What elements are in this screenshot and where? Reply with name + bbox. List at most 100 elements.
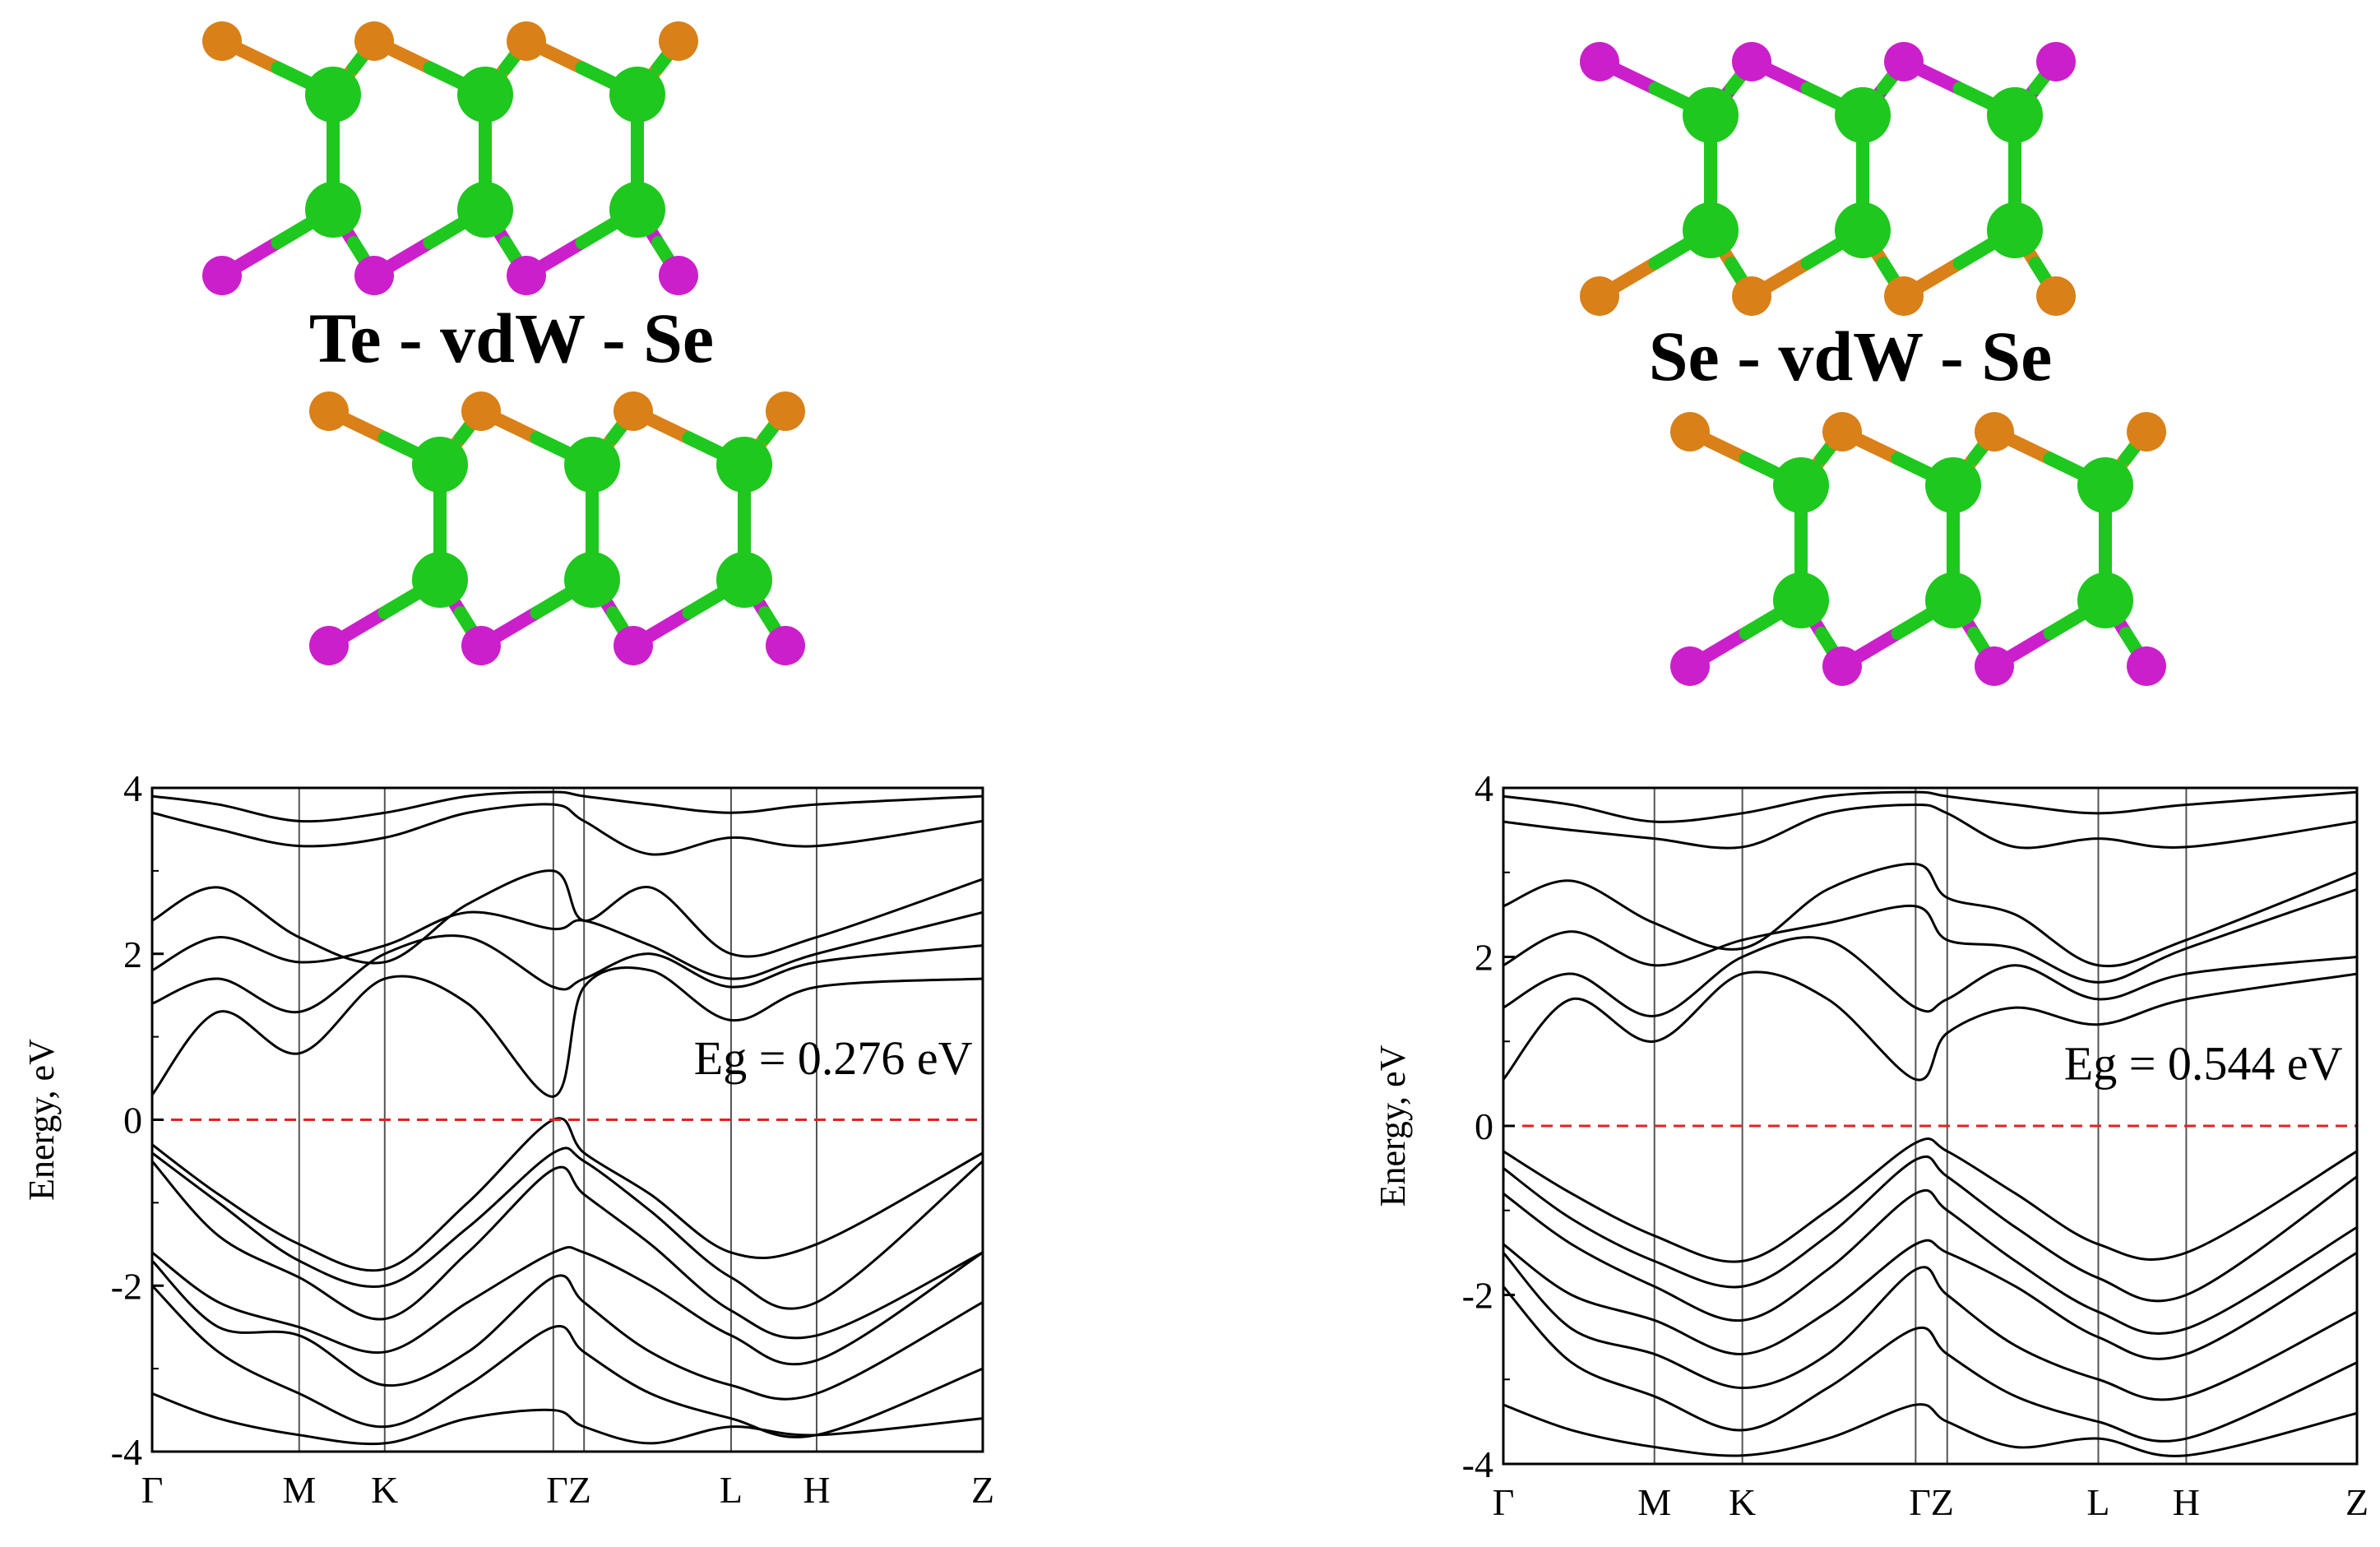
- atom-lower: [309, 626, 349, 665]
- atom-upper: [1580, 42, 1619, 81]
- atom-upper: [1732, 42, 1771, 81]
- band-line-3: [152, 869, 983, 965]
- band-line-10: [152, 1259, 983, 1401]
- atom-metal: [1683, 87, 1739, 143]
- band-line-12: [1503, 1403, 2357, 1457]
- atom-metal: [412, 437, 468, 493]
- bands: [152, 790, 983, 1446]
- atom-lower: [1580, 276, 1619, 316]
- band-line-7: [1503, 1155, 2357, 1303]
- y-tick-label: 2: [1475, 937, 1493, 979]
- atom-metal: [1925, 457, 1981, 513]
- atom-metal: [2077, 457, 2133, 513]
- atom-upper: [614, 391, 653, 431]
- structure-label-te-vdw-se: Te - vdW - Se: [309, 299, 714, 377]
- band-line-1: [1503, 936, 2357, 1017]
- atom-metal: [457, 67, 513, 123]
- atom-upper: [1975, 412, 2014, 452]
- atom-metal: [609, 182, 665, 238]
- atom-upper: [461, 391, 501, 431]
- band-line-5: [152, 790, 983, 823]
- atom-upper: [507, 21, 546, 61]
- atom-metal: [1835, 202, 1891, 258]
- bandgap-annotation: Eg = 0.276 eV: [694, 1031, 973, 1085]
- y-axis-label: Energy, eV: [1373, 1044, 1413, 1207]
- y-tick-label: -4: [1462, 1443, 1493, 1485]
- band-line-4: [152, 803, 983, 856]
- atom-metal: [716, 437, 772, 493]
- molecule-layer-top-right: [1580, 42, 2076, 316]
- band-line-9: [152, 1246, 983, 1366]
- x-kpoint-label: L: [720, 1469, 743, 1511]
- band-line-8: [152, 1160, 983, 1340]
- x-kpoint-label: K: [1729, 1481, 1756, 1523]
- atom-upper: [659, 21, 698, 61]
- atom-metal: [412, 552, 468, 608]
- atom-lower: [1975, 646, 2014, 686]
- atom-lower: [1670, 646, 1710, 686]
- bands: [1503, 790, 2357, 1457]
- atom-upper: [1822, 412, 1862, 452]
- atom-metal: [305, 182, 361, 238]
- atom-upper: [2036, 42, 2076, 81]
- y-tick-label: 0: [1475, 1105, 1493, 1147]
- atom-lower: [461, 626, 501, 665]
- structure-label-se-vdw-se: Se - vdW - Se: [1649, 317, 2053, 396]
- y-tick-label: 4: [1475, 767, 1493, 809]
- bandgap-annotation: Eg = 0.544 eV: [2064, 1036, 2343, 1090]
- x-kpoint-label: M: [1637, 1481, 1671, 1523]
- atom-upper: [309, 391, 349, 431]
- atom-metal: [716, 552, 772, 608]
- atom-lower: [659, 256, 698, 295]
- band-line-11: [1503, 1285, 2357, 1443]
- y-axis-label: Energy, eV: [21, 1039, 62, 1201]
- atom-lower: [2127, 646, 2166, 686]
- y-tick-label: 4: [123, 767, 142, 809]
- band-line-8: [1503, 1188, 2357, 1336]
- band-line-12: [152, 1392, 983, 1446]
- atom-upper: [202, 21, 242, 61]
- band-line-2: [152, 910, 983, 980]
- structure-se-vdw-se: Se - vdW - Se: [1580, 42, 2166, 686]
- atom-metal: [1773, 457, 1829, 513]
- atom-upper: [1670, 412, 1710, 452]
- atom-metal: [457, 182, 513, 238]
- y-tick-label: 0: [123, 1100, 142, 1142]
- atom-metal: [2077, 572, 2133, 628]
- band-line-2: [1503, 887, 2357, 984]
- molecule-layer-bottom-left: [309, 391, 805, 665]
- band-line-10: [1503, 1252, 2357, 1401]
- atom-metal: [1683, 202, 1739, 258]
- atom-metal: [1773, 572, 1829, 628]
- molecule-layer-bottom-right: [1670, 412, 2166, 686]
- band-line-0: [152, 966, 983, 1098]
- atom-metal: [305, 67, 361, 123]
- band-line-5: [1503, 790, 2357, 823]
- atom-metal: [564, 552, 620, 608]
- x-kpoint-label: H: [803, 1469, 830, 1511]
- x-kpoint-label: M: [282, 1469, 316, 1511]
- atom-upper: [766, 391, 805, 431]
- band-line-6: [1503, 1137, 2357, 1263]
- atom-upper: [1884, 42, 1924, 81]
- band-line-7: [152, 1146, 983, 1310]
- atom-lower: [1732, 276, 1771, 316]
- atom-lower: [354, 256, 394, 295]
- atom-lower: [2036, 276, 2076, 316]
- x-kpoint-label: Γ: [1493, 1481, 1515, 1523]
- atom-upper: [354, 21, 394, 61]
- atom-metal: [609, 67, 665, 123]
- y-tick-label: -2: [1462, 1275, 1493, 1317]
- band-line-4: [1503, 804, 2357, 850]
- y-tick-label: 2: [123, 933, 142, 975]
- band-line-3: [1503, 862, 2357, 968]
- atom-metal: [1987, 202, 2043, 258]
- atom-lower: [1884, 276, 1924, 316]
- x-kpoint-label: ΓZ: [546, 1469, 591, 1511]
- atom-metal: [1925, 572, 1981, 628]
- y-tick-label: -2: [111, 1265, 142, 1307]
- atom-lower: [1822, 646, 1862, 686]
- atom-metal: [1835, 87, 1891, 143]
- x-kpoint-label: H: [2173, 1481, 2200, 1523]
